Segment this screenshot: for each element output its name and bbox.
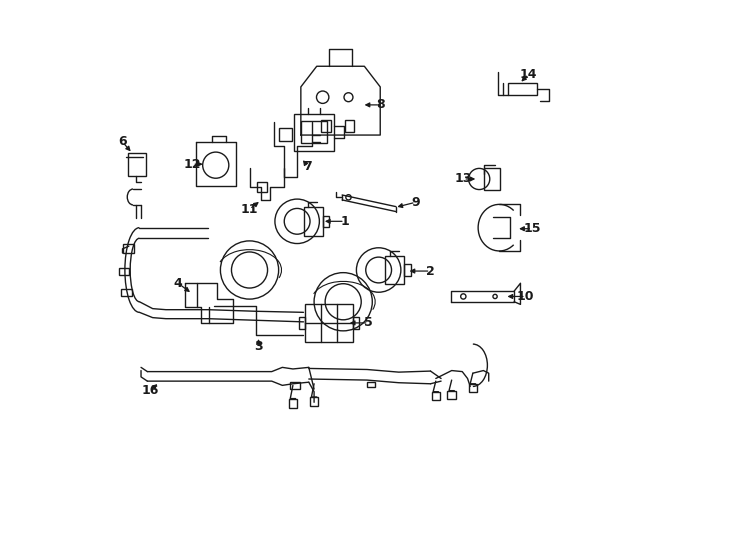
Bar <box>468 384 477 392</box>
Bar <box>448 390 456 399</box>
Text: 10: 10 <box>517 290 534 303</box>
Bar <box>120 268 129 275</box>
Text: 15: 15 <box>523 222 541 235</box>
Bar <box>508 83 537 95</box>
Bar <box>121 289 131 296</box>
Text: 4: 4 <box>174 276 183 290</box>
Bar <box>353 316 359 329</box>
Bar <box>258 182 267 192</box>
Text: 12: 12 <box>184 158 201 171</box>
Text: 7: 7 <box>303 160 312 173</box>
Text: 16: 16 <box>142 384 159 397</box>
Bar <box>404 265 411 275</box>
Text: 13: 13 <box>454 172 472 185</box>
Bar <box>432 392 440 400</box>
Text: 14: 14 <box>520 68 537 80</box>
Bar <box>299 316 305 329</box>
Bar <box>290 382 299 389</box>
Bar <box>310 397 319 406</box>
Bar <box>305 304 353 342</box>
Bar <box>123 244 134 253</box>
Bar <box>304 207 323 236</box>
Text: 1: 1 <box>341 215 349 228</box>
Bar <box>279 128 292 141</box>
Bar <box>484 168 501 190</box>
Text: 8: 8 <box>376 98 385 111</box>
Text: 9: 9 <box>411 196 420 209</box>
Bar <box>128 152 146 176</box>
Bar <box>367 382 375 388</box>
Bar <box>385 255 404 285</box>
Bar <box>323 216 330 227</box>
Text: 5: 5 <box>364 316 373 329</box>
Bar <box>288 399 297 408</box>
Text: 3: 3 <box>254 340 263 353</box>
Text: 11: 11 <box>241 202 258 215</box>
Bar <box>321 120 330 132</box>
Bar <box>344 120 355 132</box>
Text: 2: 2 <box>426 265 435 278</box>
Bar <box>301 122 327 144</box>
Bar <box>294 114 334 151</box>
Text: 6: 6 <box>118 136 127 148</box>
